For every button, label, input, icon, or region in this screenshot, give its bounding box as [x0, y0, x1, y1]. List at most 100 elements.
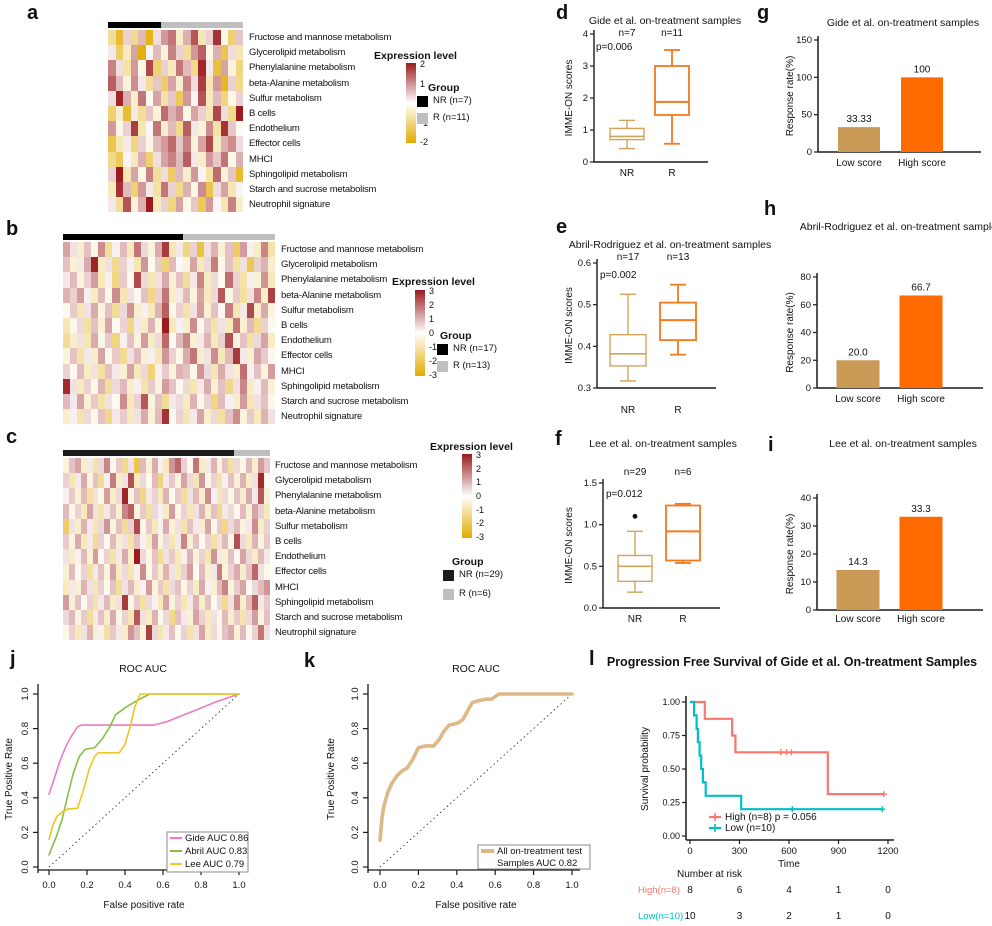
heatmap-cell [187, 549, 193, 565]
heatmap-cell [161, 378, 169, 394]
x-category-label: Low score [835, 614, 881, 625]
heatmap-cell [257, 503, 264, 519]
heatmap-cell [86, 579, 93, 595]
panel-label-c: c [6, 426, 18, 448]
heatmap-cell [160, 197, 168, 213]
heatmap-cell [115, 60, 123, 76]
heatmap-cell [84, 363, 92, 379]
heatmap-cell [133, 409, 141, 425]
heatmap-cell [253, 272, 261, 288]
heatmap-cell [183, 348, 191, 364]
heatmap-row [63, 473, 270, 489]
heatmap-cell [74, 625, 81, 641]
expression-legend-title: Expression level [392, 276, 475, 288]
heatmap-cell [140, 272, 148, 288]
heatmap-cell [145, 594, 152, 610]
heatmap-cell [133, 393, 141, 410]
heatmap-cell [228, 594, 235, 610]
heatmap-cell [157, 609, 164, 626]
heatmap-cell [145, 136, 153, 152]
heatmap-cell [190, 302, 198, 318]
heatmap-cell [197, 317, 205, 334]
heatmap-cell [68, 473, 75, 489]
heatmap-row [63, 409, 275, 425]
heatmap-cell [105, 333, 113, 349]
heatmap-row [108, 75, 243, 91]
heatmap-cell [139, 594, 146, 610]
heatmap-row [108, 30, 243, 46]
heatmap-cell [84, 257, 92, 273]
heatmap-cell [232, 378, 240, 394]
heatmap-row [63, 363, 275, 379]
heatmap-cell [263, 488, 270, 504]
heatmap-cell [197, 378, 205, 394]
heatmap-cell [168, 317, 176, 334]
annotation-r-segment [234, 450, 270, 456]
heatmap-cell [154, 242, 162, 258]
heatmap-cell [260, 287, 268, 303]
heatmap-cell [253, 333, 261, 349]
heatmap-cell [190, 45, 198, 61]
heatmap-row-label: Sulfur metabolism [249, 92, 322, 104]
heatmap-cell [115, 151, 123, 167]
risk-count: 1 [836, 885, 842, 896]
y-axis-label: Response rate(%) [785, 56, 796, 137]
heatmap-row-label: Glycerolipid metabolism [275, 475, 372, 487]
box [617, 554, 653, 583]
heatmap-cell [198, 609, 205, 626]
heatmap-cell [92, 533, 99, 550]
heatmap-cell [169, 503, 176, 519]
bar-value-label: 20.0 [848, 347, 868, 358]
heatmap-cell [235, 121, 243, 137]
heatmap-cell [220, 197, 228, 213]
heatmap-cell [139, 609, 146, 626]
heatmap-cell [163, 594, 170, 610]
heatmap-cell [140, 257, 148, 273]
heatmap-cell [115, 197, 123, 213]
heatmap-cell [133, 594, 140, 610]
heatmap-cell [168, 181, 176, 198]
heatmap-cell [253, 317, 261, 334]
heatmap-cell [74, 564, 81, 580]
heatmap-cell [127, 488, 134, 504]
heatmap-cell [163, 625, 170, 641]
risk-count: 4 [786, 885, 792, 896]
heatmap-cell [267, 272, 275, 288]
heatmap-cell [86, 533, 93, 550]
heatmap-cell [190, 333, 198, 349]
heatmap-cell [63, 287, 71, 303]
heatmap-cell [126, 242, 134, 258]
survival-l: Progression Free Survival of Gide et al.… [607, 655, 977, 922]
heatmap-cell [91, 317, 99, 334]
legend-label: Gide AUC 0.86 [185, 833, 248, 844]
heatmap-cell [222, 579, 229, 595]
group-legend-title: Group [428, 82, 460, 94]
heatmap-cell [112, 393, 120, 410]
heatmap-cell [127, 503, 134, 519]
heatmap-cell [190, 393, 198, 410]
heatmap-cell [183, 121, 191, 137]
group-legend-label: R (n=13) [453, 360, 491, 371]
heatmap-row-label: Endothelium [275, 551, 326, 563]
heatmap-cell [91, 363, 99, 379]
heatmap-cell [213, 90, 221, 106]
heatmap-cell [210, 473, 217, 489]
heatmap-row-label: Fructose and mannose metabolism [275, 460, 418, 471]
heatmap-cell [175, 503, 182, 519]
bar-value-label: 100 [914, 64, 931, 75]
heatmap-cell [115, 90, 123, 106]
heatmap-cell [160, 45, 168, 61]
heatmap-cell [138, 30, 146, 46]
heatmap-cell [257, 609, 264, 626]
heatmap-cell [122, 594, 128, 610]
heatmap-cell [104, 473, 111, 489]
heatmap-cell [263, 594, 270, 610]
heatmap-cell [232, 409, 240, 425]
heatmap-cell [204, 302, 212, 318]
heatmap-cell [161, 302, 169, 318]
x-category-label: NR [621, 405, 635, 416]
heatmap-cell [145, 166, 153, 182]
x-axis-label: False positive rate [103, 900, 185, 911]
heatmap-cell [154, 333, 162, 349]
y-tick-label: 0.5 [578, 300, 591, 311]
